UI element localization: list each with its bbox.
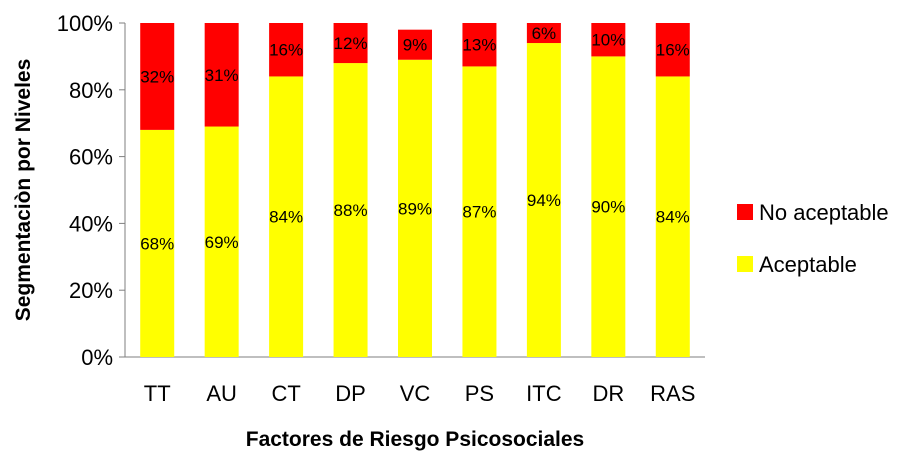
data-label: 87%: [462, 203, 496, 222]
legend-label: No aceptable: [759, 200, 889, 225]
data-label: 84%: [269, 208, 303, 227]
bar-aceptable-dp: [333, 63, 368, 358]
x-tick-label: DR: [592, 381, 624, 406]
x-tick-label: TT: [144, 381, 171, 406]
data-label: 10%: [591, 31, 625, 50]
data-label: 16%: [656, 41, 690, 60]
bar-aceptable-itc: [526, 43, 561, 357]
y-tick-label: 40%: [69, 211, 113, 236]
data-label: 88%: [334, 201, 368, 220]
bar-aceptable-au: [204, 126, 239, 357]
bar-no-aceptable-dr: [591, 23, 626, 57]
data-label: 9%: [403, 36, 428, 55]
data-label: 68%: [140, 234, 174, 253]
bar-aceptable-ps: [462, 66, 497, 358]
bar-aceptable-vc: [398, 59, 432, 358]
y-axis-ticks: 0% 20% 40% 60% 80% 100%: [57, 11, 125, 370]
bar-no-aceptable-ras: [655, 23, 690, 77]
data-label: 69%: [205, 233, 239, 252]
data-label: 94%: [527, 191, 561, 210]
bar-no-aceptable-dp: [333, 23, 368, 64]
y-tick-label: 60%: [69, 145, 113, 170]
bar-aceptable-ct: [269, 76, 304, 357]
x-tick-label: PS: [465, 381, 494, 406]
bar-no-aceptable-ps: [462, 23, 497, 67]
bar-no-aceptable-vc: [398, 29, 432, 60]
bar-no-aceptable-ct: [269, 23, 304, 77]
y-tick-label: 100%: [57, 11, 113, 36]
data-label: 89%: [398, 199, 432, 218]
y-tick-label: 20%: [69, 278, 113, 303]
legend-label: Aceptable: [759, 252, 857, 277]
x-tick-label: ITC: [526, 381, 562, 406]
data-label: 12%: [334, 34, 368, 53]
x-tick-label: CT: [271, 381, 300, 406]
x-axis-title: Factores de Riesgo Psicosociales: [246, 428, 584, 451]
x-tick-label: VC: [400, 381, 431, 406]
x-tick-label: RAS: [650, 381, 695, 406]
bar-aceptable-tt: [140, 129, 175, 357]
data-label: 84%: [656, 208, 690, 227]
data-label: 32%: [140, 67, 174, 86]
x-axis-ticks: TT AU CT DP VC PS ITC DR RAS: [144, 381, 696, 406]
data-label: 16%: [269, 41, 303, 60]
x-tick-label: DP: [335, 381, 366, 406]
y-tick-label: 0%: [81, 345, 113, 370]
bar-no-aceptable-tt: [140, 23, 175, 130]
y-tick-label: 80%: [69, 78, 113, 103]
bar-aceptable-dr: [591, 56, 626, 358]
x-tick-label: AU: [206, 381, 237, 406]
y-axis-title: Segmentaciòn por Niveles: [12, 59, 35, 322]
legend: No aceptable Aceptable: [737, 200, 889, 277]
data-label: 13%: [462, 36, 496, 55]
bar-no-aceptable-au: [204, 23, 239, 127]
bar-aceptable-ras: [655, 76, 690, 357]
data-label: 90%: [591, 198, 625, 217]
data-label: 31%: [205, 66, 239, 85]
bar-no-aceptable-itc: [526, 23, 561, 44]
bars-group: 68% 32% 69% 31% 84% 16% 88% 12% 89% 9% 87% 13% 94% 6%…: [140, 23, 690, 358]
legend-swatch-no-aceptable: [737, 204, 753, 220]
data-label: 6%: [532, 24, 557, 43]
legend-swatch-aceptable: [737, 256, 753, 272]
